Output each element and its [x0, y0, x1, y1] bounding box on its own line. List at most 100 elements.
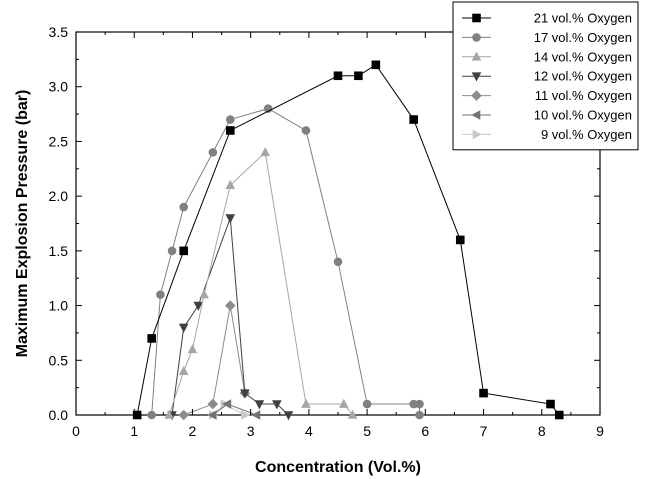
- series-line: [168, 151, 353, 416]
- ticks-layer: 0 1 2 3 4 5 6 7 8 9 0.0 0.5 1.0 1.5 2.0 2.5 3.0 3.5: [49, 24, 605, 439]
- data-point: [132, 410, 142, 420]
- x-axis-title: Concentration (Vol.%): [255, 459, 421, 476]
- y-tick-label: 1.5: [49, 243, 69, 259]
- y-axis-title: Maximum Explosion Pressure (bar): [14, 90, 31, 358]
- legend-entry: 17 vol.% Oxygen: [462, 30, 632, 45]
- data-point: [199, 289, 209, 299]
- series-3: [164, 147, 358, 419]
- data-point: [339, 398, 349, 408]
- series-line: [183, 305, 246, 416]
- data-point: [362, 399, 372, 409]
- legend-label: 9 vol.% Oxygen: [541, 127, 632, 142]
- legend-entry: 11 vol.% Oxygen: [462, 88, 632, 103]
- x-tick-label: 3: [247, 423, 255, 439]
- legend-label: 21 vol.% Oxygen: [534, 11, 632, 26]
- y-tick-label: 3.5: [49, 24, 69, 40]
- data-point: [283, 411, 294, 421]
- series-6: [207, 399, 261, 420]
- data-point: [546, 399, 555, 409]
- legend-marker: [472, 33, 481, 42]
- y-tick-label: 3.0: [49, 79, 69, 95]
- y-tick-label: 0.0: [49, 407, 69, 423]
- y-tick-label: 1.0: [49, 298, 69, 314]
- data-point: [225, 115, 235, 124]
- x-tick-label: 6: [421, 423, 429, 439]
- data-point: [207, 398, 219, 410]
- data-point: [179, 202, 189, 212]
- data-point: [333, 71, 343, 81]
- data-point: [272, 400, 282, 410]
- data-point: [178, 323, 189, 333]
- legend-entry: 10 vol.% Oxygen: [462, 108, 632, 123]
- data-point: [455, 235, 465, 245]
- series-1: [132, 60, 564, 420]
- x-tick-label: 7: [480, 423, 488, 439]
- x-tick-label: 4: [305, 423, 313, 439]
- data-point: [409, 115, 418, 124]
- data-point: [479, 388, 488, 398]
- data-point: [371, 60, 381, 70]
- legend-label: 10 vol.% Oxygen: [534, 108, 632, 123]
- data-point: [178, 365, 189, 376]
- legend-marker: [471, 72, 482, 82]
- data-point: [156, 290, 165, 299]
- data-point: [187, 344, 198, 354]
- x-tick-label: 9: [596, 423, 604, 439]
- data-point: [263, 104, 273, 113]
- legend-marker: [472, 13, 481, 23]
- data-point: [178, 409, 190, 421]
- data-point: [301, 398, 311, 408]
- data-point: [207, 410, 217, 420]
- legend-label: 12 vol.% Oxygen: [534, 69, 632, 84]
- legend-marker: [471, 51, 482, 61]
- data-point: [354, 71, 363, 81]
- y-tick-label: 2.0: [49, 188, 69, 204]
- series-line: [151, 108, 421, 416]
- x-tick-label: 1: [130, 423, 138, 439]
- data-point: [167, 246, 177, 256]
- legend-entry: 21 vol.% Oxygen: [462, 11, 632, 26]
- data-point: [225, 214, 236, 224]
- data-point: [164, 409, 174, 419]
- data-point: [333, 257, 343, 267]
- series-5: [178, 300, 251, 421]
- x-tick-label: 0: [72, 423, 80, 439]
- y-tick-label: 2.5: [49, 133, 69, 149]
- data-point: [225, 179, 236, 189]
- data-point: [179, 246, 189, 256]
- legend-label: 17 vol.% Oxygen: [534, 30, 632, 45]
- x-tick-label: 5: [363, 423, 371, 439]
- series-4: [167, 214, 294, 421]
- legend: 21 vol.% Oxygen 17 vol.% Oxygen 14 vol.% O…: [452, 1, 639, 151]
- data-point: [554, 410, 564, 420]
- series-layer: [132, 60, 564, 421]
- data-point: [301, 126, 311, 135]
- legend-entry: 14 vol.% Oxygen: [462, 49, 632, 64]
- data-point: [251, 410, 261, 420]
- legend-label: 11 vol.% Oxygen: [535, 88, 632, 103]
- series-line: [171, 217, 289, 416]
- data-point: [260, 147, 271, 157]
- data-point: [222, 399, 232, 409]
- y-tick-label: 0.5: [49, 352, 69, 368]
- data-point: [347, 409, 358, 419]
- legend-marker: [471, 90, 482, 101]
- legend-entry: 9 vol.% Oxygen: [462, 127, 632, 142]
- data-point: [193, 301, 204, 311]
- data-point: [415, 399, 424, 409]
- series-line: [136, 64, 560, 416]
- data-point: [254, 400, 265, 410]
- data-point: [415, 410, 424, 420]
- data-point: [147, 410, 156, 420]
- x-tick-label: 2: [189, 423, 197, 439]
- data-point: [241, 410, 251, 420]
- legend-marker: [471, 110, 481, 120]
- x-tick-label: 8: [538, 423, 546, 439]
- data-point: [240, 389, 250, 399]
- data-point: [147, 334, 156, 343]
- legend-entry: 12 vol.% Oxygen: [462, 69, 632, 84]
- data-point: [225, 126, 235, 135]
- data-point: [224, 300, 236, 311]
- data-point: [208, 148, 218, 157]
